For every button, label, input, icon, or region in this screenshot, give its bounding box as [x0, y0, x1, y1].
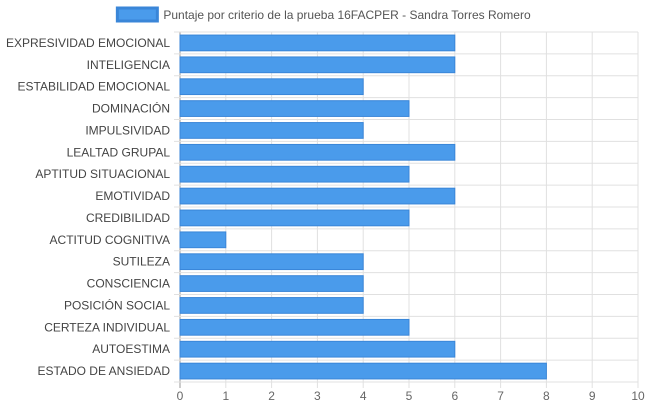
x-tick-label: 8	[543, 389, 550, 403]
legend-label: Puntaje por criterio de la prueba 16FACP…	[163, 8, 531, 22]
legend[interactable]: Puntaje por criterio de la prueba 16FACP…	[115, 6, 531, 23]
bar[interactable]	[179, 340, 456, 358]
category-label: AUTOESTIMA	[92, 342, 170, 356]
category-label: CREDIBILIDAD	[86, 211, 170, 225]
x-tick-label: 10	[631, 389, 645, 403]
category-label: POSICIÓN SOCIAL	[64, 297, 170, 312]
category-label: EXPRESIVIDAD EMOCIONAL	[6, 36, 170, 50]
x-tick-label: 4	[360, 389, 367, 403]
bar[interactable]	[179, 78, 364, 96]
category-label: CERTEZA INDIVIDUAL	[44, 320, 170, 334]
legend-swatch	[115, 6, 159, 23]
bar[interactable]	[179, 318, 410, 336]
x-axis-ticks: 0 1 2 3 4 5 6 7 8 9 10	[177, 389, 645, 403]
category-label: ESTABILIDAD EMOCIONAL	[18, 80, 171, 94]
category-labels: EXPRESIVIDAD EMOCIONAL INTELIGENCIA ESTABI…	[6, 36, 170, 378]
bar[interactable]	[179, 56, 456, 74]
bar[interactable]	[179, 297, 364, 314]
bar[interactable]	[179, 34, 456, 52]
bar[interactable]	[179, 362, 547, 380]
category-label: EMOTIVIDAD	[95, 189, 170, 203]
category-label: ACTITUD COGNITIVA	[50, 233, 170, 247]
bar[interactable]	[179, 253, 364, 271]
bar[interactable]	[179, 122, 364, 139]
x-tick-label: 5	[406, 389, 413, 403]
bar[interactable]	[179, 209, 410, 227]
bar[interactable]	[179, 165, 410, 183]
category-label: ESTADO DE ANSIEDAD	[38, 364, 171, 378]
x-tick-label: 3	[314, 389, 321, 403]
category-label: SUTILEZA	[113, 255, 170, 269]
category-label: LEALTAD GRUPAL	[67, 145, 171, 159]
bar[interactable]	[179, 100, 410, 117]
x-tick-label: 7	[497, 389, 504, 403]
bar[interactable]	[179, 275, 364, 292]
bar[interactable]	[179, 231, 227, 249]
grid-lines	[174, 31, 639, 388]
bars	[179, 34, 547, 380]
category-label: DOMINACIÓN	[92, 101, 170, 116]
bar[interactable]	[179, 143, 456, 161]
category-label: IMPULSIVIDAD	[85, 123, 170, 137]
category-label: CONSCIENCIA	[87, 277, 170, 291]
x-tick-label: 2	[268, 389, 275, 403]
x-tick-label: 0	[177, 389, 184, 403]
x-tick-label: 6	[451, 389, 458, 403]
category-label: INTELIGENCIA	[87, 58, 170, 72]
x-tick-label: 9	[589, 389, 596, 403]
bar[interactable]	[179, 187, 456, 205]
x-tick-label: 1	[222, 389, 229, 403]
category-label: APTITUD SITUACIONAL	[35, 167, 170, 181]
